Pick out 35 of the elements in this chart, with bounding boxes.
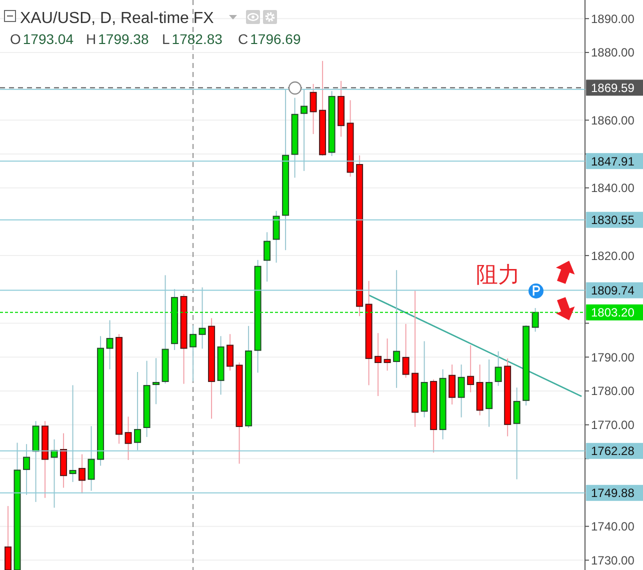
candlestick	[458, 364, 465, 418]
candlestick	[152, 358, 160, 405]
ref-line-label: 1809.74	[591, 283, 635, 298]
y-tick-label: 1740.00	[591, 520, 635, 534]
y-tick-label: 1880.00	[591, 46, 635, 60]
candlestick	[448, 364, 456, 405]
candlestick	[402, 323, 410, 378]
candlestick	[106, 320, 114, 370]
ref-line-label: 1869.59	[591, 80, 635, 95]
y-tick-label: 1770.00	[591, 418, 635, 432]
candlestick	[467, 344, 474, 393]
candlestick	[494, 350, 502, 386]
candlestick	[310, 83, 317, 135]
y-tick-label: 1860.00	[591, 113, 635, 128]
candlestick	[124, 416, 132, 460]
y-tick-label: 1730.00	[591, 553, 635, 568]
y-tick-label: 1840.00	[591, 181, 635, 196]
ref-line-label: 1847.91	[591, 154, 635, 168]
y-tick-label: 1820.00	[591, 248, 635, 263]
y-tick-label: 1780.00	[591, 384, 635, 398]
candlestick	[190, 324, 197, 382]
ref-line-label: 1803.20	[591, 306, 635, 320]
ref-line-label: 1762.28	[591, 444, 635, 458]
ref-line-label: 1830.55	[591, 213, 635, 228]
candlestick	[374, 332, 382, 397]
y-tick-label: 1790.00	[591, 350, 635, 364]
candlestick	[4, 506, 12, 570]
candlestick	[78, 454, 86, 494]
annotation: 阻力	[476, 262, 520, 287]
ref-line-label: 1749.88	[591, 486, 635, 500]
candlestick	[384, 338, 391, 372]
candlestick	[226, 334, 234, 372]
text: XAU/USD, D, Real-time FX	[20, 10, 214, 27]
candlestick	[264, 232, 271, 282]
y-tick-label: 1890.00	[591, 12, 635, 26]
